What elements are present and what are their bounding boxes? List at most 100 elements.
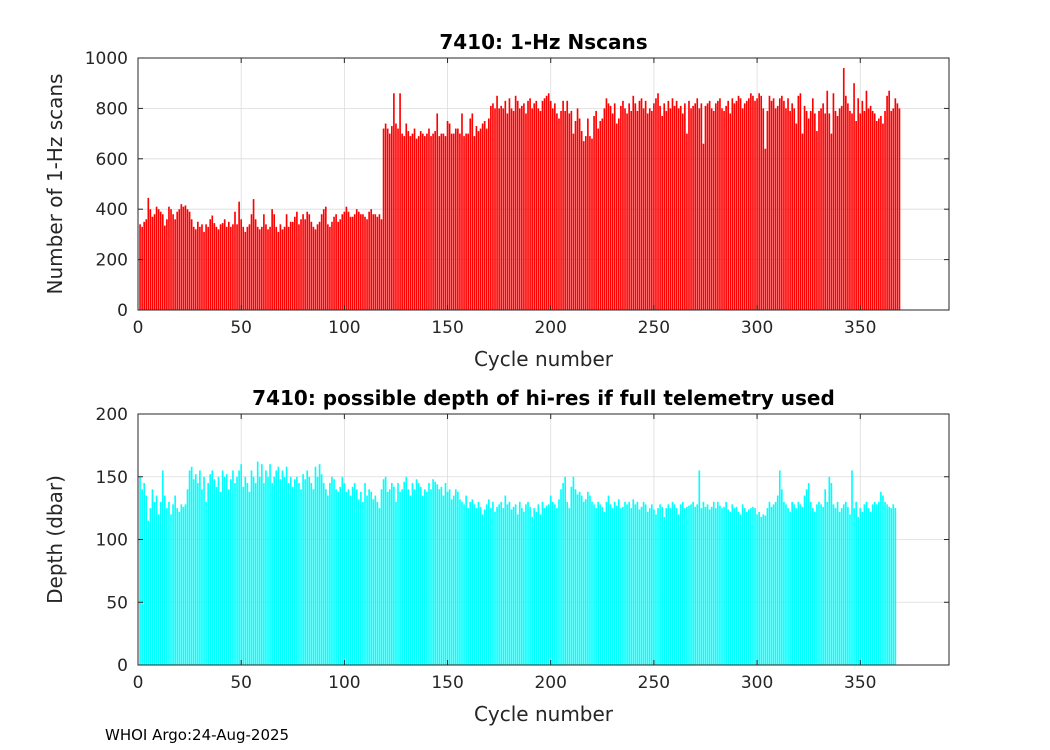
bar bbox=[605, 98, 608, 310]
bar bbox=[207, 483, 209, 665]
bar bbox=[341, 214, 344, 310]
bar bbox=[473, 504, 476, 665]
bar bbox=[781, 489, 783, 665]
bar bbox=[541, 501, 544, 665]
bar bbox=[597, 501, 600, 665]
bar bbox=[762, 108, 765, 311]
bar bbox=[795, 508, 798, 665]
bar bbox=[269, 226, 271, 310]
bar bbox=[694, 103, 697, 310]
bar bbox=[754, 508, 756, 665]
bar bbox=[587, 118, 589, 310]
bar bbox=[238, 201, 240, 310]
bar bbox=[609, 105, 612, 310]
bar bbox=[265, 224, 267, 310]
bar bbox=[260, 226, 263, 310]
bar bbox=[459, 133, 461, 310]
bar bbox=[490, 105, 492, 310]
bar bbox=[337, 491, 339, 665]
bar bbox=[886, 95, 888, 310]
bar bbox=[729, 511, 732, 665]
bar bbox=[242, 226, 245, 310]
bar bbox=[801, 133, 804, 310]
bar bbox=[378, 508, 381, 665]
bar bbox=[157, 514, 160, 665]
bar bbox=[529, 98, 531, 310]
bar bbox=[884, 501, 886, 665]
bar bbox=[785, 504, 787, 665]
bar bbox=[601, 506, 604, 665]
bar bbox=[861, 100, 864, 310]
bar bbox=[405, 476, 408, 665]
bar bbox=[188, 470, 191, 665]
bar bbox=[731, 98, 734, 310]
bar bbox=[370, 491, 373, 665]
bar bbox=[723, 506, 725, 665]
bar bbox=[384, 476, 387, 665]
bar bbox=[836, 115, 839, 311]
bar bbox=[182, 206, 185, 310]
x-tick-label: 350 bbox=[844, 673, 876, 693]
bar bbox=[663, 103, 666, 310]
bar bbox=[525, 504, 527, 665]
bar bbox=[329, 483, 331, 665]
bar bbox=[640, 506, 643, 665]
bar bbox=[467, 508, 470, 665]
bar bbox=[882, 495, 884, 665]
bar bbox=[686, 506, 688, 665]
bar bbox=[298, 483, 300, 665]
bar bbox=[684, 508, 686, 665]
bar bbox=[496, 95, 498, 310]
bar bbox=[811, 98, 814, 310]
bar bbox=[322, 483, 325, 665]
bar bbox=[820, 504, 822, 665]
bar bbox=[558, 118, 560, 310]
bar bbox=[440, 133, 443, 310]
bar-series bbox=[139, 68, 901, 311]
bar bbox=[888, 90, 890, 310]
bar bbox=[351, 486, 354, 665]
bar bbox=[345, 206, 348, 310]
bar bbox=[421, 495, 424, 665]
bar bbox=[857, 98, 860, 310]
bar bbox=[574, 121, 577, 310]
bar bbox=[277, 466, 280, 665]
bar bbox=[710, 108, 713, 311]
bar bbox=[816, 504, 818, 665]
bar bbox=[566, 100, 569, 310]
bar bbox=[681, 113, 684, 310]
bar bbox=[302, 474, 304, 665]
bar bbox=[372, 499, 375, 665]
bar bbox=[291, 221, 294, 310]
bar bbox=[275, 226, 278, 310]
bar bbox=[485, 504, 488, 665]
bar bbox=[481, 123, 484, 311]
bar bbox=[665, 110, 668, 310]
bar bbox=[525, 113, 527, 310]
x-axis-label: Cycle number bbox=[474, 347, 614, 371]
bar bbox=[570, 486, 573, 665]
bar bbox=[143, 483, 146, 665]
bar bbox=[554, 103, 556, 310]
bar bbox=[238, 470, 240, 665]
bar bbox=[390, 483, 393, 665]
bar bbox=[267, 229, 269, 310]
bar bbox=[599, 121, 602, 310]
bar bbox=[197, 221, 199, 310]
bar bbox=[399, 491, 401, 665]
bar bbox=[498, 108, 500, 311]
bar bbox=[446, 121, 449, 310]
bar bbox=[558, 499, 560, 665]
bar bbox=[459, 499, 461, 665]
bar bbox=[475, 126, 478, 310]
bar bbox=[700, 103, 703, 310]
bar bbox=[607, 103, 610, 310]
bar bbox=[826, 90, 829, 310]
plot-area bbox=[138, 58, 949, 310]
bar bbox=[580, 495, 583, 665]
bar bbox=[205, 501, 207, 665]
y-tick-label: 0 bbox=[117, 301, 128, 321]
bar bbox=[388, 489, 391, 665]
bar bbox=[764, 515, 767, 665]
bar bbox=[760, 95, 763, 310]
